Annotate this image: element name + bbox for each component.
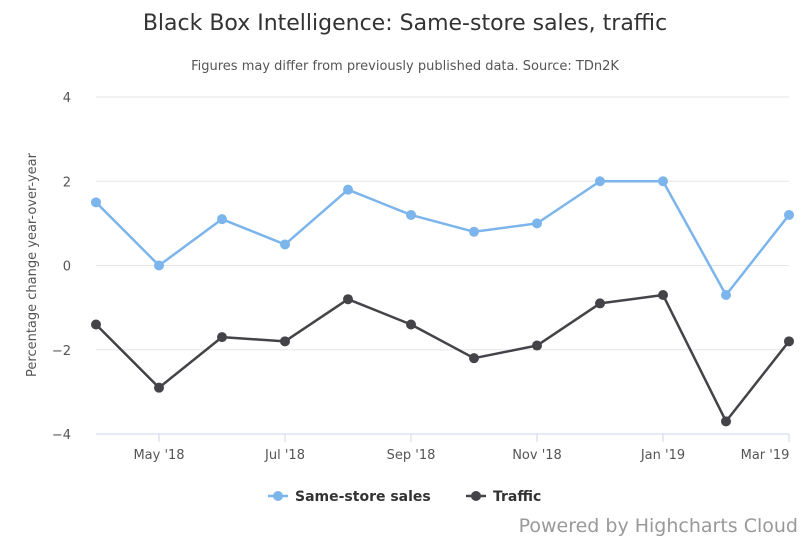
legend-item[interactable]: Traffic (466, 489, 541, 505)
data-point[interactable] (469, 226, 479, 237)
data-point[interactable] (469, 353, 479, 364)
gridlines (96, 96, 789, 435)
credits-text[interactable]: Powered by Highcharts Cloud (519, 515, 798, 537)
data-point[interactable] (217, 332, 227, 343)
legend-item[interactable]: Same-store sales (268, 489, 431, 505)
data-point[interactable] (154, 260, 164, 271)
x-tick-label: Jan '19 (640, 448, 685, 463)
series-traffic[interactable] (91, 289, 794, 427)
data-point[interactable] (532, 218, 542, 229)
series-same-store-sales[interactable] (91, 176, 794, 300)
y-tick-label: −2 (52, 344, 71, 359)
series-layer (91, 176, 794, 427)
legend-symbol-marker (471, 491, 481, 501)
series-line[interactable] (95, 293, 790, 423)
data-point[interactable] (532, 340, 542, 351)
data-point[interactable] (784, 336, 794, 347)
x-tick-label: May '18 (133, 448, 184, 463)
y-axis-title: Percentage change year-over-year (25, 152, 40, 377)
data-point[interactable] (406, 319, 416, 330)
data-point[interactable] (406, 209, 416, 220)
data-point[interactable] (595, 176, 605, 187)
data-point[interactable] (280, 336, 290, 347)
data-point[interactable] (91, 319, 101, 330)
legend: Same-store sales Traffic (268, 489, 541, 505)
data-point[interactable] (721, 289, 731, 300)
legend-symbol-marker (273, 491, 283, 501)
data-point[interactable] (343, 184, 353, 195)
x-axis: May '18 Jul '18 Sep '18 Nov '18 Jan '19 Mar '… (96, 433, 790, 463)
data-point[interactable] (217, 214, 227, 225)
data-point[interactable] (721, 416, 731, 427)
legend-label: Same-store sales (295, 489, 431, 505)
data-point[interactable] (595, 298, 605, 309)
series-line[interactable] (95, 180, 790, 297)
chart-subtitle: Figures may differ from previously publi… (191, 59, 619, 74)
data-point[interactable] (658, 176, 668, 187)
data-point[interactable] (784, 209, 794, 220)
y-axis-ticks: −4 −2 0 2 4 (52, 91, 71, 443)
y-tick-label: −4 (52, 428, 71, 443)
x-tick-label: Sep '18 (387, 448, 436, 463)
x-tick-label: Nov '18 (512, 448, 562, 463)
y-tick-label: 4 (63, 91, 71, 106)
x-tick-label: Mar '19 (741, 448, 790, 463)
x-tick-label: Jul '18 (264, 448, 305, 463)
chart-title: Black Box Intelligence: Same-store sales… (143, 11, 667, 36)
data-point[interactable] (91, 197, 101, 208)
y-tick-label: 0 (63, 260, 71, 275)
y-tick-label: 2 (63, 175, 71, 190)
legend-label: Traffic (493, 489, 541, 505)
data-point[interactable] (280, 239, 290, 250)
data-point[interactable] (658, 289, 668, 300)
data-point[interactable] (343, 294, 353, 305)
data-point[interactable] (154, 382, 164, 393)
